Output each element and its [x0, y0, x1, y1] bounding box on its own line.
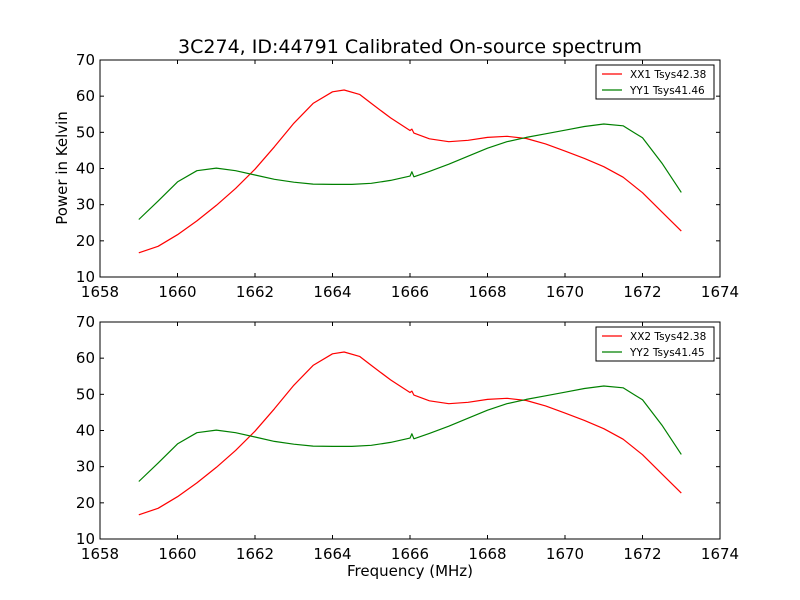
- bottom-series-line-1: [138, 351, 682, 516]
- bottom-y-tick-label: 30: [76, 458, 95, 476]
- bottom-panel: 1658 1660 1662 1664 1666 1668 1670 1672 1674 10 20…: [76, 313, 739, 563]
- top-x-tick-label: 1672: [623, 283, 661, 301]
- bottom-legend-box: [595, 326, 715, 362]
- bottom-x-tick-label: 1670: [546, 545, 584, 563]
- bottom-y-tick-label: 70: [76, 313, 95, 331]
- bottom-x-tick-label: 1664: [313, 545, 351, 563]
- bottom-y-tick-label: 40: [76, 422, 95, 440]
- top-y-tick-label: 30: [76, 196, 95, 214]
- top-x-tick-label: 1664: [313, 283, 351, 301]
- top-y-tick-label: 40: [76, 160, 95, 178]
- x-axis-label: Frequency (MHz): [347, 562, 473, 580]
- figure-title: 3C274, ID:44791 Calibrated On-source spe…: [178, 36, 642, 58]
- top-y-tick-label: 10: [76, 268, 95, 286]
- top-legend-box: [595, 64, 715, 100]
- bottom-legend-label-2: YY2 Tsys41.45: [629, 347, 705, 359]
- top-x-tick-label: 1660: [158, 283, 196, 301]
- top-y-tick-label: 70: [76, 51, 95, 69]
- top-x-tick-label: 1670: [546, 283, 584, 301]
- bottom-x-tick-label: 1660: [158, 545, 196, 563]
- bottom-series-line-2: [138, 385, 682, 482]
- top-series-line-2: [138, 123, 682, 220]
- bottom-x-tick-label: 1668: [468, 545, 506, 563]
- top-series-line-1: [138, 89, 682, 254]
- top-x-tick-label: 1668: [468, 283, 506, 301]
- bottom-y-tick-label: 50: [76, 385, 95, 403]
- top-x-tick-label: 1666: [391, 283, 429, 301]
- top-y-tick-label: 50: [76, 123, 95, 141]
- bottom-y-tick-label: 10: [76, 530, 95, 548]
- bottom-x-tick-label: 1674: [701, 545, 739, 563]
- top-legend-label-2: YY1 Tsys41.46: [629, 85, 705, 97]
- top-legend-label-1: XX1 Tsys42.38: [630, 69, 706, 81]
- top-y-tick-label: 20: [76, 232, 95, 250]
- bottom-y-tick-label: 20: [76, 494, 95, 512]
- top-y-tick-label: 60: [76, 87, 95, 105]
- top-x-tick-label: 1662: [236, 283, 274, 301]
- bottom-y-tick-label: 60: [76, 349, 95, 367]
- bottom-x-tick-label: 1662: [236, 545, 274, 563]
- top-x-tick-label: 1658: [81, 283, 119, 301]
- bottom-x-tick-label: 1658: [81, 545, 119, 563]
- y-axis-label: Power in Kelvin: [53, 111, 71, 225]
- bottom-x-tick-label: 1672: [623, 545, 661, 563]
- bottom-x-tick-label: 1666: [391, 545, 429, 563]
- top-panel: 1658 1660 1662 1664 1666 1668 1670 1672 1674 10 20…: [76, 51, 739, 301]
- top-x-tick-label: 1674: [701, 283, 739, 301]
- bottom-legend-label-1: XX2 Tsys42.38: [630, 331, 706, 343]
